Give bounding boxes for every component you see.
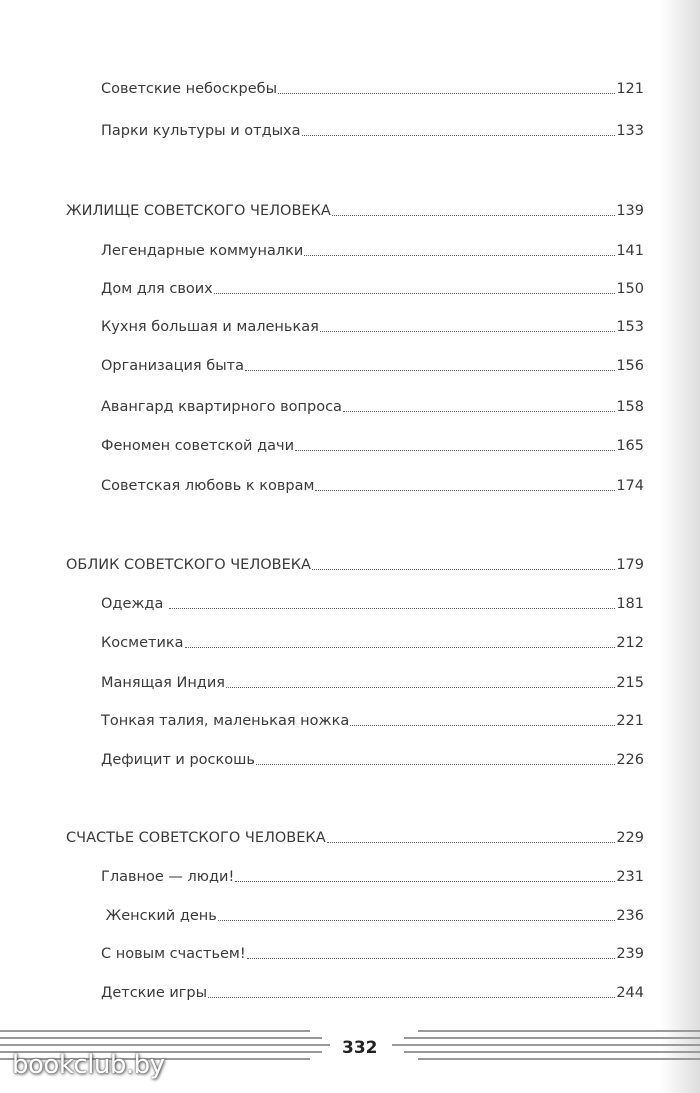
- footer-ornament-left: [0, 1030, 330, 1064]
- toc-entry: Организация быта 156: [101, 356, 644, 376]
- toc-entry: Манящая Индия 215: [101, 673, 644, 693]
- dot-leader: [315, 490, 616, 491]
- dot-leader: [304, 255, 616, 256]
- toc-entry: Косметика 212: [101, 633, 644, 653]
- entry-page-number: 226: [616, 752, 644, 768]
- entry-title: Манящая Индия: [101, 675, 225, 691]
- entry-title: Тонкая талия, маленькая ножка: [101, 713, 350, 729]
- entry-title: Детские игры: [101, 985, 208, 1001]
- entry-title: Дефицит и роскошь: [101, 752, 255, 768]
- entry-title: Авангард квартирного вопроса: [101, 399, 342, 415]
- entry-title: Легендарные коммуналки: [101, 243, 304, 259]
- entry-title: ЖИЛИЩЕ СОВЕТСКОГО ЧЕЛОВЕКА: [66, 203, 331, 219]
- dot-leader: [278, 93, 616, 94]
- entry-title: ОБЛИК СОВЕТСКОГО ЧЕЛОВЕКА: [66, 557, 311, 573]
- dot-leader: [168, 608, 616, 609]
- dot-leader: [326, 842, 616, 843]
- toc-entry: Одежда 181: [101, 594, 644, 614]
- dot-leader: [184, 647, 616, 648]
- toc-entry: Парки культуры и отдыха 133: [101, 121, 644, 141]
- dot-leader: [217, 920, 616, 921]
- entry-page-number: 133: [616, 123, 644, 139]
- entry-title: Кухня большая и маленькая: [101, 319, 319, 335]
- entry-page-number: 141: [616, 243, 644, 259]
- entry-page-number: 231: [616, 869, 644, 885]
- toc-entry: Дом для своих 150: [101, 279, 644, 299]
- toc-entry: Главное — люди! 231: [101, 867, 644, 887]
- entry-title: Советская любовь к коврам: [101, 478, 315, 494]
- toc-entry: Феномен советской дачи 165: [101, 436, 644, 456]
- toc-section-entry: ЖИЛИЩЕ СОВЕТСКОГО ЧЕЛОВЕКА 139: [66, 201, 644, 221]
- dot-leader: [244, 370, 616, 371]
- entry-page-number: 244: [616, 985, 644, 1001]
- watermark-logo: bookclub.by: [12, 1050, 165, 1080]
- toc-entry: Авангард квартирного вопроса 158: [101, 397, 644, 417]
- entry-page-number: 165: [616, 438, 644, 454]
- dot-leader: [331, 215, 616, 216]
- entry-page-number: 239: [616, 946, 644, 962]
- footer-ornament-right: [392, 1030, 700, 1064]
- entry-page-number: 139: [616, 203, 644, 219]
- entry-title: С новым счастьем!: [101, 946, 246, 962]
- page-edge-shadow: [660, 0, 700, 1093]
- entry-title: Феномен советской дачи: [101, 438, 294, 454]
- toc-entry: Женский день 236: [101, 906, 644, 926]
- entry-page-number: 221: [616, 713, 644, 729]
- entry-page-number: 229: [616, 830, 644, 846]
- dot-leader: [311, 569, 616, 570]
- toc-entry: Тонкая талия, маленькая ножка 221: [101, 711, 644, 731]
- toc-section-entry: ОБЛИК СОВЕТСКОГО ЧЕЛОВЕКА 179: [66, 555, 644, 575]
- dot-leader: [319, 331, 616, 332]
- toc-entry: С новым счастьем! 239: [101, 944, 644, 964]
- toc-entry: Советские небоскребы 121: [101, 79, 644, 99]
- dot-leader: [342, 411, 616, 412]
- toc-entry: Советская любовь к коврам 174: [101, 476, 644, 496]
- page-number: 332: [342, 1038, 378, 1058]
- dot-leader: [295, 450, 616, 451]
- entry-page-number: 121: [616, 81, 644, 97]
- dot-leader: [246, 958, 616, 959]
- toc-entry: Кухня большая и маленькая 153: [101, 317, 644, 337]
- entry-page-number: 150: [616, 281, 644, 297]
- toc-entry: Детские игры 244: [101, 983, 644, 1003]
- entry-title: СЧАСТЬЕ СОВЕТСКОГО ЧЕЛОВЕКА: [66, 830, 326, 846]
- entry-title: Парки культуры и отдыха: [101, 123, 301, 139]
- entry-title: Одежда: [101, 596, 168, 612]
- dot-leader: [225, 687, 616, 688]
- dot-leader: [235, 881, 616, 882]
- entry-page-number: 156: [616, 358, 644, 374]
- entry-page-number: 236: [616, 908, 644, 924]
- dot-leader: [213, 293, 616, 294]
- entry-title: Организация быта: [101, 358, 244, 374]
- entry-title: Женский день: [101, 908, 217, 924]
- entry-title: Главное — люди!: [101, 869, 235, 885]
- entry-page-number: 215: [616, 675, 644, 691]
- entry-page-number: 153: [616, 319, 644, 335]
- entry-page-number: 174: [616, 478, 644, 494]
- toc-section-entry: СЧАСТЬЕ СОВЕТСКОГО ЧЕЛОВЕКА 229: [66, 828, 644, 848]
- entry-title: Советские небоскребы: [101, 81, 278, 97]
- dot-leader: [208, 997, 616, 998]
- entry-page-number: 158: [616, 399, 644, 415]
- entry-page-number: 181: [616, 596, 644, 612]
- dot-leader: [350, 725, 616, 726]
- entry-title: Косметика: [101, 635, 184, 651]
- page-footer: 332: [0, 1030, 700, 1064]
- toc-entry: Легендарные коммуналки 141: [101, 241, 644, 261]
- toc-entry: Дефицит и роскошь 226: [101, 750, 644, 770]
- dot-leader: [255, 764, 616, 765]
- entry-page-number: 179: [616, 557, 644, 573]
- entry-title: Дом для своих: [101, 281, 213, 297]
- entry-page-number: 212: [616, 635, 644, 651]
- dot-leader: [301, 135, 616, 136]
